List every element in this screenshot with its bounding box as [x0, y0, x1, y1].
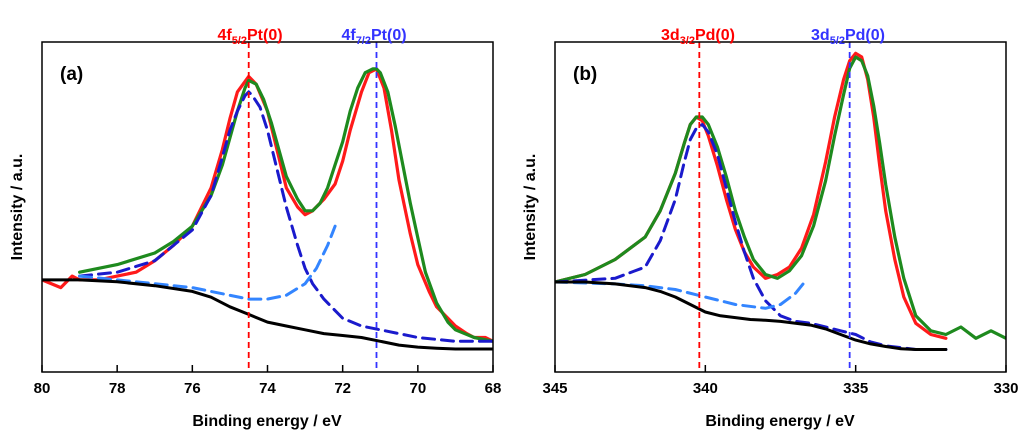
panel-b-series-background — [555, 280, 948, 351]
panel-a-xtick-label-72: 72 — [334, 380, 351, 397]
panel-a-xtick-label-78: 78 — [109, 380, 126, 397]
panel-b-series-fit-envelope — [555, 55, 1006, 340]
panel-b-peak-label-1: 3d3/2Pd(0) — [661, 27, 735, 47]
panel-a-series — [42, 67, 493, 351]
panel-b-frame — [554, 41, 1007, 373]
panel-b-markers — [698, 42, 851, 372]
panel-b-ylabel: Intensity / a.u. — [522, 154, 539, 261]
panel-a-series-pt-4f5-2-component — [78, 90, 493, 343]
panel-a-markers — [247, 42, 378, 372]
panel-b-xtick-label-330: 330 — [993, 380, 1018, 397]
panel-a-series-pt-4f7-2-component — [78, 224, 337, 301]
panel-a: 80 78 76 74 72 70 68 (a) Binding energy / eV I… — [9, 27, 501, 430]
panel-b-xtick-label-335: 335 — [843, 380, 868, 397]
panel-a-xtick-label-70: 70 — [409, 380, 426, 397]
panel-a-ticks: 80 78 76 74 72 70 68 — [34, 365, 502, 397]
panel-a-xlabel: Binding energy / eV — [192, 413, 342, 430]
panel-b-xtick-label-345: 345 — [542, 380, 567, 397]
panel-a-ylabel: Intensity / a.u. — [9, 154, 26, 261]
panel-a-label: (a) — [60, 64, 83, 85]
panel-b-xtick-label-340: 340 — [693, 380, 718, 397]
panel-b-series-pd-3d3-2-component — [555, 123, 948, 351]
panel-b-peak-label-2: 3d5/2Pd(0) — [811, 27, 885, 47]
panel-a-xtick-label-74: 74 — [259, 380, 276, 397]
panel-a-xtick-label-76: 76 — [184, 380, 201, 397]
panel-a-series-experimental — [42, 67, 493, 343]
panel-a-peak-label-2: 4f7/2Pt(0) — [341, 27, 406, 47]
panel-b-label: (b) — [573, 64, 597, 85]
panel-a-xtick-label-80: 80 — [34, 380, 51, 397]
panel-b: 345 340 335 330 (b) Binding energy / eV Int… — [522, 27, 1019, 430]
panel-a-peak-label-1: 4f5/2Pt(0) — [217, 27, 282, 47]
panel-b-xlabel: Binding energy / eV — [705, 413, 855, 430]
panel-a-series-fit-envelope — [77, 67, 493, 343]
panel-a-series-background — [42, 278, 493, 351]
panel-b-ticks: 345 340 335 330 — [542, 365, 1019, 397]
panel-b-series — [555, 51, 1006, 351]
panel-a-xtick-label-68: 68 — [485, 380, 502, 397]
